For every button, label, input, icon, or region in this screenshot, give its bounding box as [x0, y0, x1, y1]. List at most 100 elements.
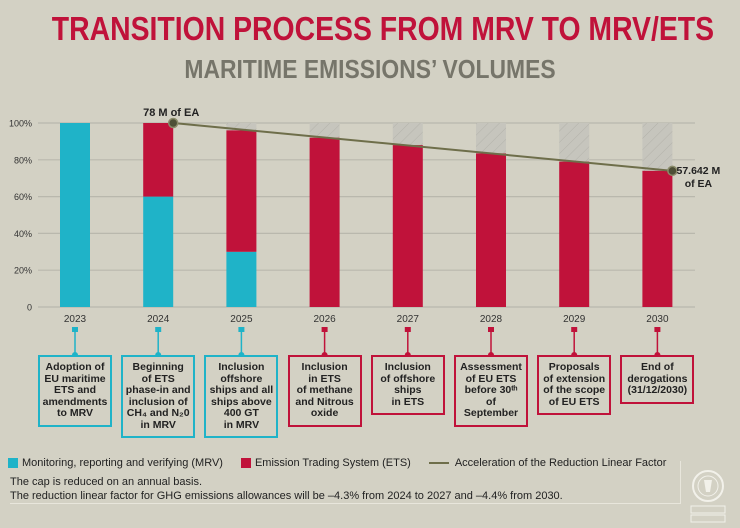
- divider-vertical: [680, 461, 681, 504]
- legend-item-line: Acceleration of the Reduction Linear Fac…: [428, 457, 667, 469]
- timeline-text-line: in MRV: [223, 418, 260, 431]
- y-tick-label: 40%: [14, 229, 32, 239]
- timeline-marker: [404, 327, 411, 332]
- legend: Monitoring, reporting and verifying (MRV…: [8, 457, 684, 469]
- legend-label-line: Acceleration of the Reduction Linear Fac…: [454, 457, 667, 469]
- timeline-text-line: Assessment: [460, 361, 522, 373]
- x-tick-label: 2030: [646, 314, 669, 325]
- note-reduction-factor: The reduction linear factor for GHG emis…: [10, 490, 563, 502]
- timeline-text-line: to MRV: [57, 407, 93, 419]
- line-point-start: [167, 117, 179, 129]
- legend-label-mrv: Monitoring, reporting and verifying (MRV…: [22, 457, 223, 469]
- timeline-text-line: in MRV: [140, 418, 176, 431]
- timeline-marker: [72, 327, 78, 332]
- y-tick-label: 0: [27, 303, 32, 313]
- timeline-box-2026: Inclusion in ETS of methane and Nitrous oxid…: [287, 355, 362, 427]
- timeline-text-line: of methane: [296, 384, 353, 396]
- x-tick-label: 2029: [563, 314, 586, 325]
- timeline-text-line: phase-in and: [125, 384, 191, 396]
- bureau-veritas-logo: [690, 470, 726, 523]
- timeline-marker: [654, 327, 661, 332]
- timeline-text-line: offshore: [220, 372, 263, 385]
- timeline-text-line: amendments: [42, 395, 108, 408]
- timeline-box-2025: Inclusion offshore ships and all ships abov…: [204, 355, 279, 438]
- timeline-text-line: Beginning: [132, 361, 184, 373]
- timeline-text-line: ships above: [211, 395, 272, 408]
- timeline-text-line: 400 GT: [223, 407, 259, 419]
- timeline-marker: [155, 327, 162, 332]
- x-tick-label: 2026: [313, 314, 336, 325]
- timeline-text-line: (31/12/2030): [627, 384, 688, 396]
- legend-item-ets: Emission Trading System (ETS): [240, 457, 411, 469]
- legend-swatch-ets: [240, 458, 251, 468]
- bar-ets: [226, 130, 257, 252]
- timeline-text-line: of September: [463, 395, 519, 419]
- x-tick-label: 2024: [147, 314, 170, 325]
- cap-reduction-bar: [392, 123, 423, 146]
- timeline-text-line: derogations: [627, 372, 688, 385]
- timeline-box-2028: Assessment of EU ETS before 30ᵗʰ of Septemb…: [454, 355, 528, 427]
- timeline-text-line: Inclusion: [384, 361, 431, 373]
- bar-ets: [642, 170, 673, 307]
- bar-ets: [559, 161, 590, 307]
- timeline-text-line: of ETS: [141, 372, 175, 385]
- timeline-text-line: EU maritime: [44, 372, 106, 385]
- bar-ets: [309, 137, 340, 307]
- cap-reduction-bar: [642, 123, 673, 171]
- page-title: TRANSITION PROCESS FROM MRV TO MRV/ETS: [51, 10, 715, 47]
- timeline-text-line: of EU ETS: [465, 372, 517, 385]
- timeline-text-line: inclusion of: [128, 395, 188, 408]
- timeline-box-2024: Beginning of ETS phase-in and inclusion of C…: [121, 355, 196, 438]
- timeline-text-line: before 30ᵗʰ: [464, 384, 518, 396]
- timeline-marker: [571, 327, 578, 332]
- bar-mrv: [143, 196, 174, 307]
- y-tick-label: 60%: [14, 192, 32, 202]
- timeline-box-2023: Adoption of EU maritime ETS and amendments t…: [38, 355, 112, 427]
- cap-reduction-bar: [559, 123, 590, 162]
- timeline-text-line: ships and all: [209, 384, 274, 396]
- timeline-text-line: Inclusion: [301, 361, 348, 373]
- chart: 0 20% 40% 60% 80% 100% 2023 2024 2025 2026 2027 202…: [9, 107, 721, 358]
- timeline-text-line: of EU ETS: [548, 395, 600, 408]
- bar-mrv: [226, 251, 257, 307]
- bar-mrv: [60, 123, 90, 307]
- timeline-text-line: ETS and: [53, 384, 96, 396]
- y-tick-label: 20%: [14, 266, 32, 276]
- legend-label-ets: Emission Trading System (ETS): [254, 457, 411, 469]
- timeline-marker: [488, 327, 494, 332]
- note-cap: The cap is reduced on an annual basis.: [10, 476, 203, 488]
- cap-reduction-bar: [476, 123, 506, 154]
- timeline-marker: [321, 327, 328, 332]
- legend-item-mrv: Monitoring, reporting and verifying (MRV…: [8, 457, 223, 469]
- line-point-end: [667, 165, 678, 177]
- x-tick-label: 2028: [480, 314, 503, 325]
- bar-ets: [143, 123, 174, 197]
- timeline-text-line: CH₄ and N₂0: [126, 407, 190, 419]
- timeline-box-2027: Inclusion of offshore ships in ETS: [370, 355, 445, 415]
- timeline-text-line: in ETS: [391, 395, 425, 408]
- timeline-box-2030: End of derogations (31/12/2030): [620, 355, 695, 404]
- timeline-text-line: oxide: [310, 407, 339, 419]
- x-tick-label: 2027: [397, 314, 420, 325]
- cap-reduction-bar: [309, 123, 340, 138]
- annotation-end: 57.642 M: [677, 165, 721, 177]
- timeline-text-line: Adoption of: [45, 361, 105, 373]
- cap-reduction-bar: [226, 123, 257, 131]
- timeline-text-line: End of: [641, 361, 674, 373]
- legend-swatch-line: [428, 462, 449, 464]
- timeline-box-2029: Proposals of extension of the scope of EU E…: [537, 355, 612, 415]
- timeline-text-line: ships: [394, 384, 422, 396]
- divider: [10, 503, 680, 504]
- timeline-marker: [238, 327, 245, 332]
- timeline-text-line: Proposals: [548, 361, 600, 373]
- bar-ets: [476, 153, 506, 307]
- timeline-text-line: of the scope: [543, 384, 606, 396]
- annotation-start: 78 M of EA: [143, 107, 199, 119]
- page-subtitle: MARITIME EMISSIONS’ VOLUMES: [184, 54, 556, 84]
- y-tick-label: 80%: [14, 155, 32, 165]
- timeline-text-line: and Nitrous: [295, 395, 354, 408]
- annotation-end-unit: of EA: [685, 178, 713, 190]
- legend-swatch-mrv: [8, 458, 18, 468]
- timeline-text-line: Inclusion: [218, 361, 265, 373]
- timeline-text-line: of extension: [543, 372, 606, 385]
